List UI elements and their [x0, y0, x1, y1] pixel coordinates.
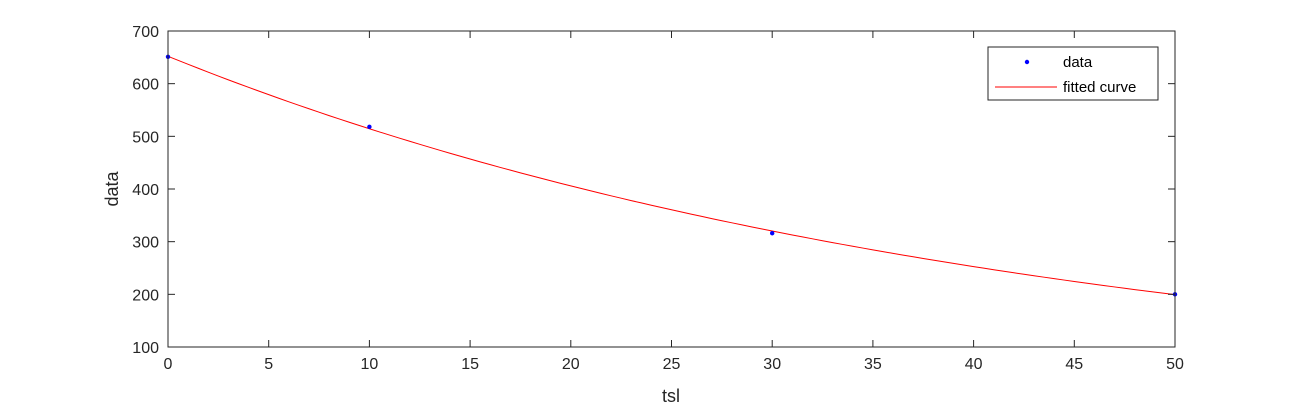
- x-tick-label: 40: [965, 356, 983, 373]
- legend-data-marker: [1024, 59, 1030, 65]
- data-point: [770, 231, 775, 236]
- x-tick-label: 50: [1166, 356, 1184, 373]
- y-tick-label: 400: [132, 182, 159, 199]
- x-tick-label: 5: [264, 356, 273, 373]
- x-tick-label: 20: [562, 356, 580, 373]
- y-tick-label: 600: [132, 77, 159, 94]
- y-tick-label: 500: [132, 129, 159, 146]
- y-axis: 100 200 300 400 500 600 700: [132, 24, 1175, 357]
- fitted-curve-line: [167, 55, 1176, 296]
- x-axis: 0 5 10 15 20 25 30 35 40 45 50: [164, 31, 1184, 373]
- series-layer: [165, 54, 1178, 297]
- x-tick-label: 45: [1065, 356, 1083, 373]
- x-tick-label: 0: [164, 356, 173, 373]
- y-tick-label: 200: [132, 287, 159, 304]
- x-tick-label: 25: [663, 356, 681, 373]
- x-tick-label: 30: [763, 356, 781, 373]
- legend-data-label: data: [1063, 54, 1093, 71]
- y-axis-label: data: [102, 171, 122, 207]
- x-axis-label: tsl: [662, 386, 680, 406]
- legend: data fitted curve: [987, 46, 1159, 101]
- legend-box: [987, 46, 1159, 101]
- x-tick-label: 35: [864, 356, 882, 373]
- x-tick-label: 10: [361, 356, 379, 373]
- y-tick-label: 700: [132, 24, 159, 41]
- y-tick-label: 300: [132, 235, 159, 252]
- data-point: [367, 124, 372, 130]
- y-tick-label: 100: [132, 340, 159, 357]
- x-tick-label: 15: [461, 356, 479, 373]
- legend-fitted-curve-label: fitted curve: [1063, 79, 1136, 96]
